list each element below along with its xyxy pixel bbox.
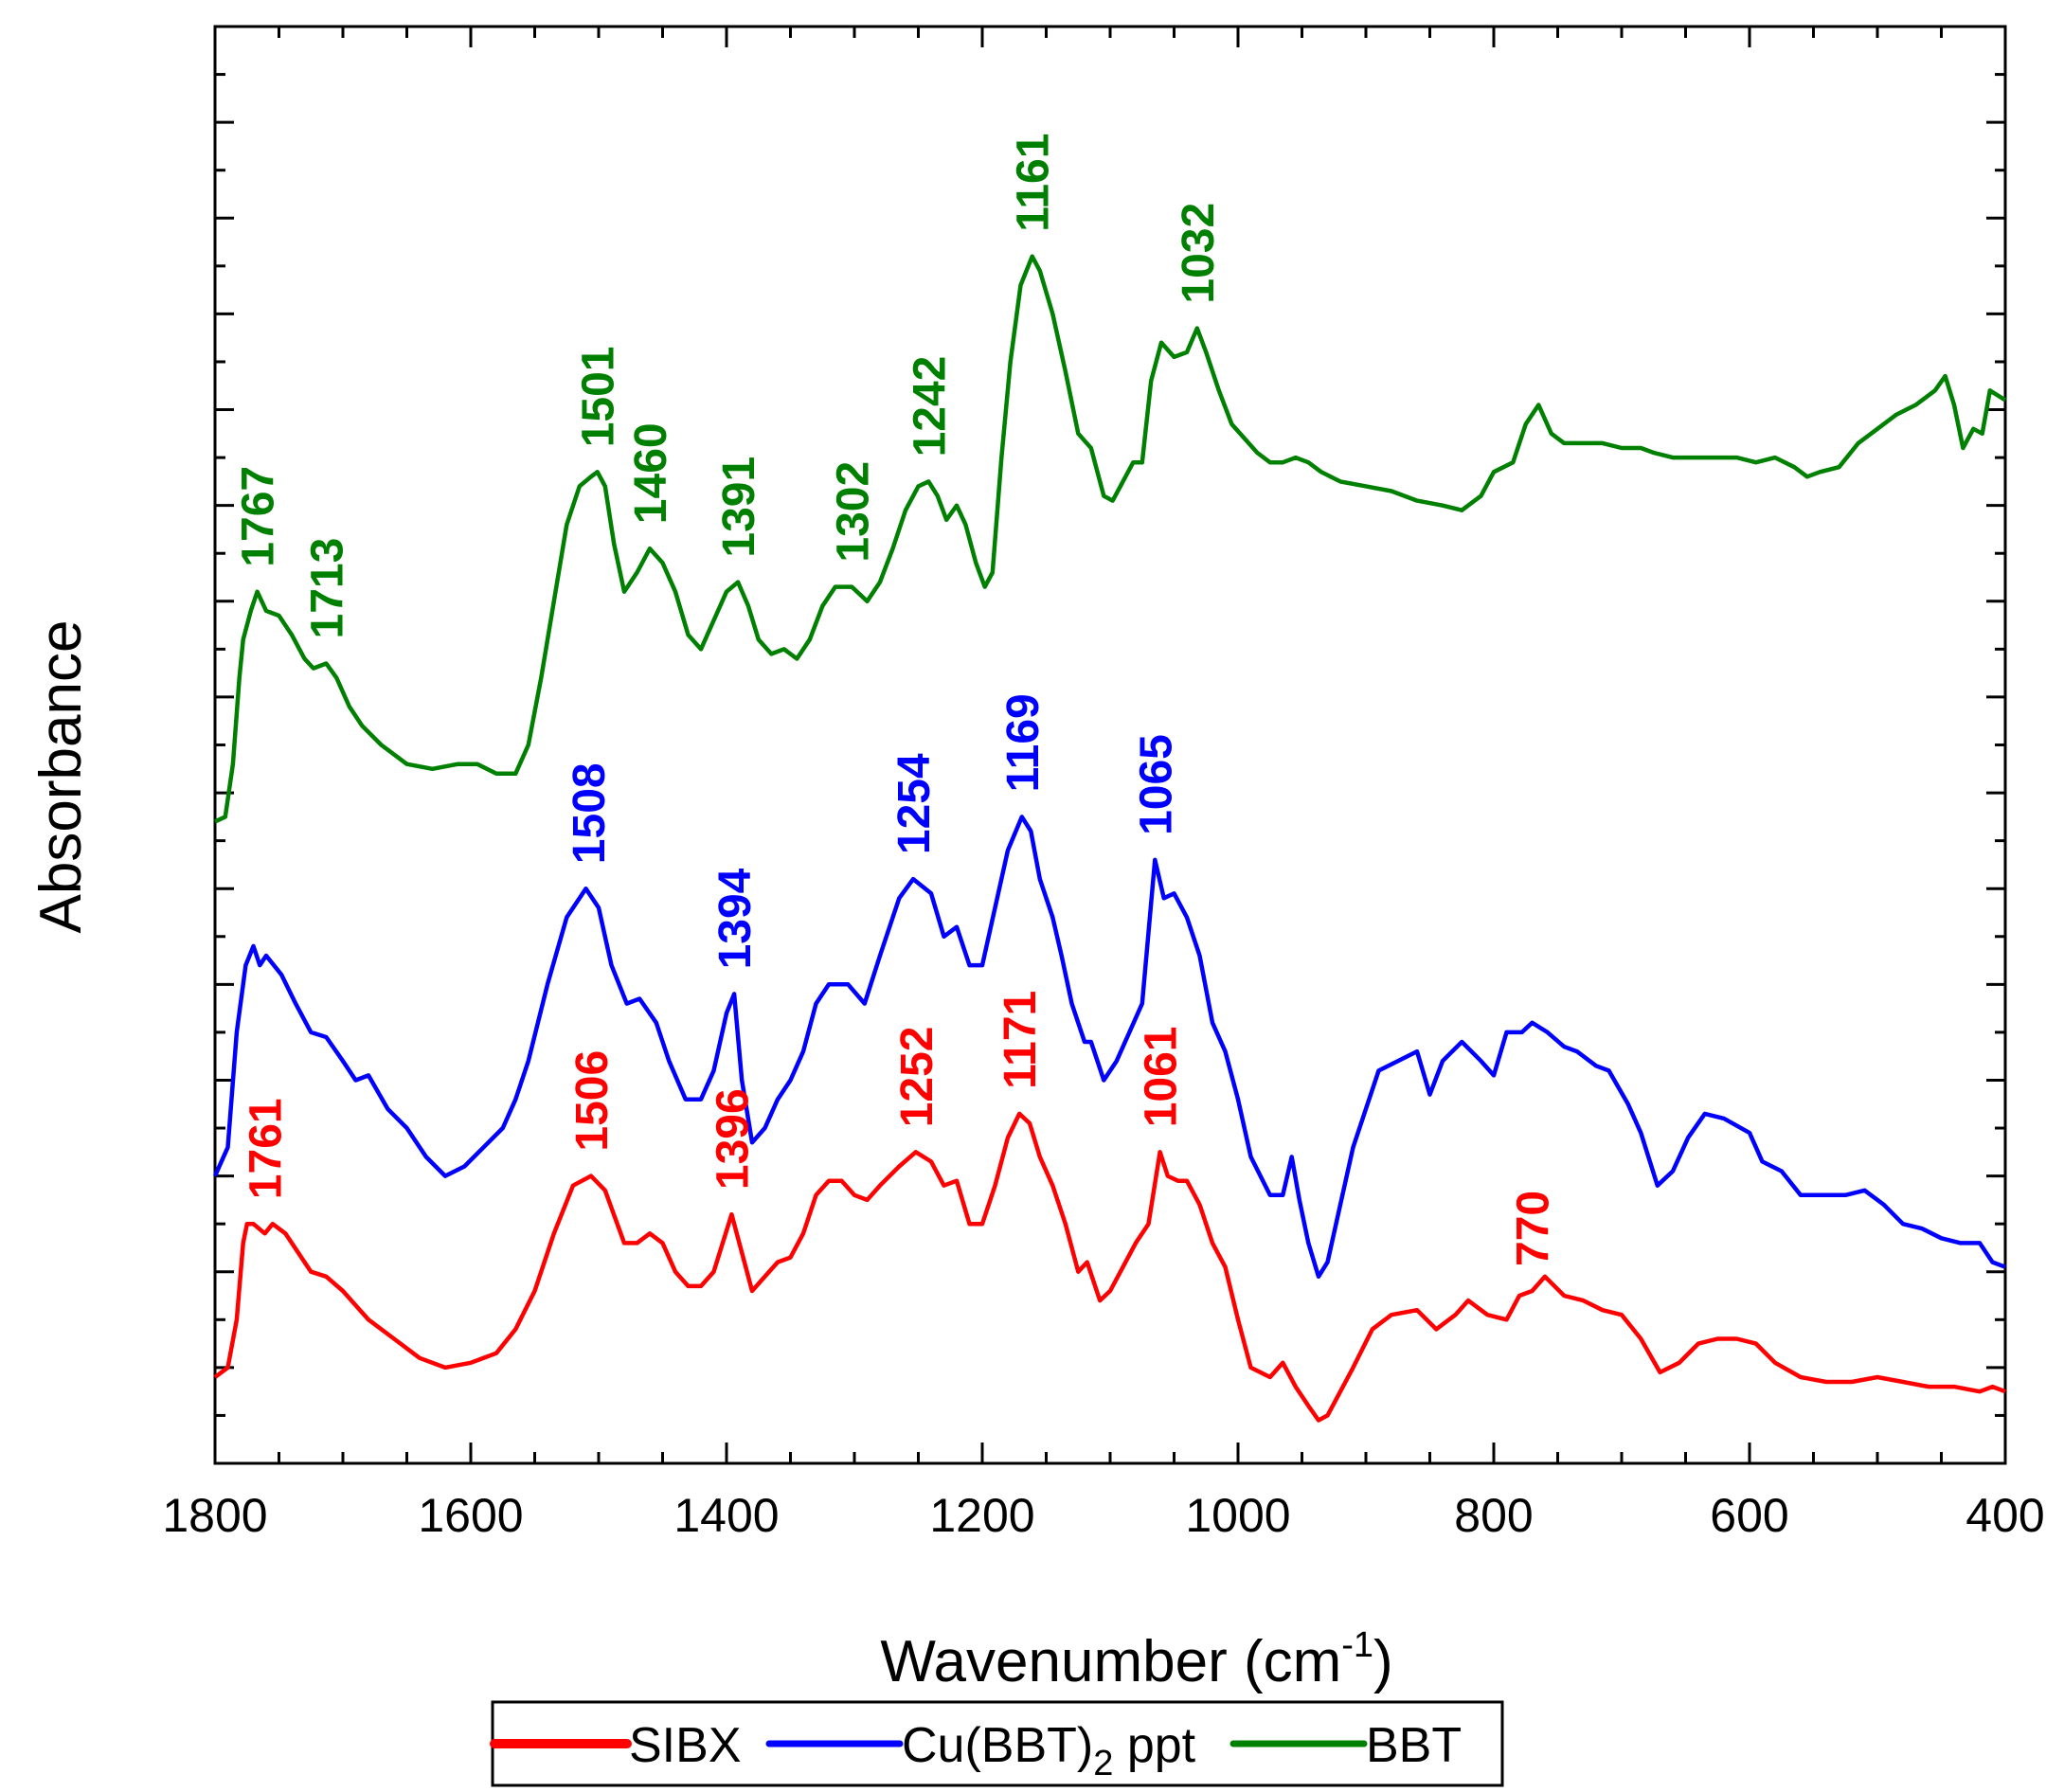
x-tick-label-600: 600	[1710, 1489, 1788, 1542]
peak-label-1761: 1761	[242, 1098, 292, 1199]
peak-label-1252: 1252	[892, 1027, 942, 1128]
plot-frame	[213, 25, 2007, 1465]
legend-label-sibx: SIBX	[629, 1718, 742, 1773]
peak-label-1394: 1394	[710, 868, 761, 969]
peak-label-1508: 1508	[565, 762, 615, 864]
x-tick-label-1800: 1800	[162, 1489, 267, 1542]
x-tick-label-1400: 1400	[673, 1489, 779, 1542]
peak-label-1161: 1161	[1009, 134, 1059, 232]
peak-label-1506: 1506	[567, 1050, 618, 1152]
axis-ticks	[213, 25, 2007, 1465]
series-line-sibx	[213, 1111, 2006, 1423]
peak-label-1032: 1032	[1174, 203, 1224, 304]
peak-label-1713: 1713	[302, 538, 352, 639]
series-layer	[212, 254, 2007, 1423]
peak-label-1254: 1254	[889, 753, 940, 854]
x-tick-label-1200: 1200	[929, 1489, 1034, 1542]
x-tick-label-1000: 1000	[1185, 1489, 1290, 1542]
legend: SIBX Cu(BBT)2 ppt BBT	[490, 1700, 1504, 1787]
series-line-bbt	[214, 254, 2007, 824]
peak-label-770: 770	[1509, 1191, 1559, 1266]
peak-label-1501: 1501	[574, 347, 624, 448]
peak-label-1460: 1460	[626, 422, 676, 524]
x-tick-label-800: 800	[1454, 1489, 1533, 1542]
peak-label-1169: 1169	[998, 693, 1049, 792]
peak-label-1065: 1065	[1131, 734, 1181, 835]
peak-label-1242: 1242	[905, 356, 955, 457]
x-tick-label-400: 400	[1965, 1489, 2044, 1542]
series-line-cu-bbt-2-ppt	[212, 815, 2006, 1280]
x-tick-labels: 1800 1600 1400 1200 1000 800 600 400	[162, 1489, 2044, 1542]
peak-label-1767: 1767	[234, 466, 284, 567]
peak-label-1061: 1061	[1137, 1027, 1187, 1128]
legend-label-bbt: BBT	[1366, 1718, 1462, 1773]
y-axis-title: Absorbance	[28, 620, 94, 934]
peak-label-1302: 1302	[828, 461, 878, 563]
legend-label-cu-bbt: Cu(BBT)2 ppt	[902, 1718, 1196, 1783]
peak-label-1396: 1396	[708, 1088, 758, 1190]
peak-label-1171: 1171	[996, 991, 1046, 1089]
x-axis-title: Wavenumber (cm-1)	[880, 1625, 1392, 1694]
peak-label-1391: 1391	[714, 457, 764, 558]
x-tick-label-1600: 1600	[418, 1489, 523, 1542]
